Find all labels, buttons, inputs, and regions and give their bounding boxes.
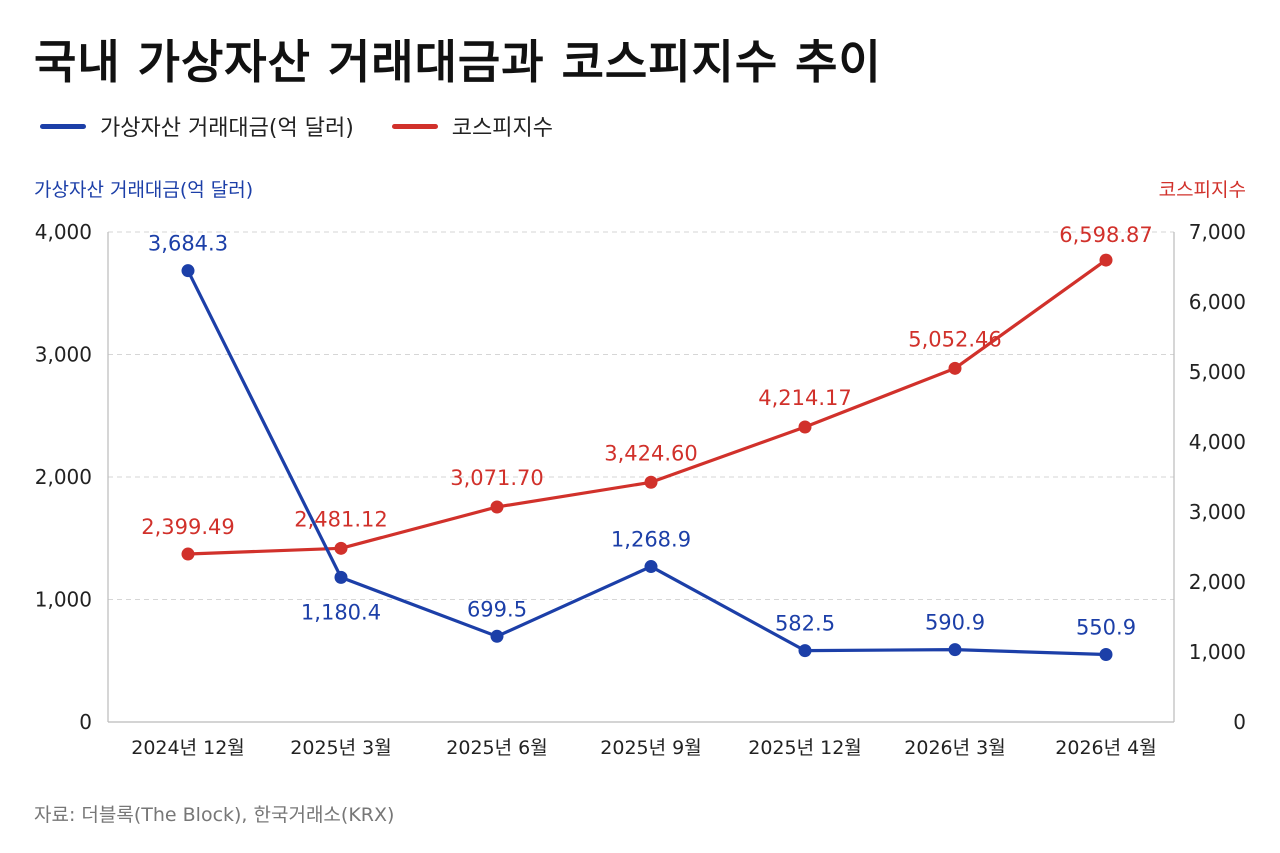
data-label-crypto: 1,268.9 — [611, 528, 691, 552]
data-label-crypto: 590.9 — [925, 611, 985, 635]
data-point-crypto — [644, 560, 658, 574]
data-point-kospi — [181, 547, 195, 561]
y-right-tick-label: 3,000 — [1189, 500, 1246, 524]
x-tick-label: 2026년 4월 — [1055, 737, 1156, 759]
x-tick-label: 2025년 12월 — [748, 737, 862, 759]
data-point-kospi — [1099, 253, 1113, 267]
data-point-crypto — [1099, 648, 1113, 662]
y-right-tick-label: 6,000 — [1189, 290, 1246, 314]
x-tick-label: 2024년 12월 — [131, 737, 245, 759]
data-label-crypto: 550.9 — [1076, 616, 1136, 640]
data-point-kospi — [490, 500, 504, 514]
y-right-axis-title: 코스피지수 — [1159, 179, 1246, 201]
data-point-crypto — [181, 264, 195, 278]
y-left-axis-title: 가상자산 거래대금(억 달러) — [34, 179, 253, 201]
data-label-crypto: 699.5 — [467, 597, 527, 621]
x-tick-label: 2025년 9월 — [600, 737, 701, 759]
data-label-crypto: 1,180.4 — [301, 600, 381, 624]
data-label-kospi: 6,598.87 — [1059, 223, 1153, 247]
y-right-tick-label: 4,000 — [1189, 430, 1246, 454]
data-label-kospi: 5,052.46 — [908, 327, 1002, 351]
y-left-tick-label: 4,000 — [35, 220, 92, 244]
y-right-tick-label: 1,000 — [1189, 640, 1246, 664]
axes: 0 1,000 2,000 3,000 4,000 0 1,000 2,000 3,000 4,0… — [35, 220, 1246, 759]
legend-swatch-red — [391, 123, 438, 129]
data-point-crypto — [334, 570, 348, 584]
legend: 가상자산 거래대금(억 달러) 코스피지수 — [40, 110, 553, 142]
data-point-kospi — [334, 541, 348, 555]
data-point-crypto — [798, 644, 812, 658]
data-label-crypto: 582.5 — [775, 612, 835, 636]
y-right-tick-label: 0 — [1233, 710, 1246, 734]
y-right-tick-label: 2,000 — [1189, 570, 1246, 594]
legend-item-crypto: 가상자산 거래대금(억 달러) — [40, 110, 354, 142]
y-left-tick-label: 2,000 — [35, 465, 92, 489]
source-note: 자료: 더블록(The Block), 한국거래소(KRX) — [34, 804, 395, 826]
y-right-tick-label: 7,000 — [1189, 220, 1246, 244]
legend-item-kospi: 코스피지수 — [391, 110, 553, 142]
data-label-kospi: 3,071.70 — [450, 466, 544, 490]
data-point-crypto — [948, 643, 962, 657]
y-left-tick-label: 1,000 — [35, 588, 92, 612]
data-label-kospi: 3,424.60 — [604, 441, 698, 465]
data-point-kospi — [644, 475, 658, 489]
data-labels: 2,399.49 2,481.12 3,071.70 3,424.60 4,214.17… — [141, 223, 1153, 639]
data-label-kospi: 4,214.17 — [758, 386, 852, 410]
data-point-crypto — [490, 629, 504, 643]
legend-label-kospi: 코스피지수 — [451, 116, 553, 141]
y-left-tick-label: 3,000 — [35, 343, 92, 367]
data-label-kospi: 2,481.12 — [294, 507, 388, 531]
y-right-tick-label: 5,000 — [1189, 360, 1246, 384]
x-tick-label: 2025년 3월 — [290, 737, 391, 759]
gridlines — [108, 231, 1174, 600]
data-point-kospi — [798, 420, 812, 434]
x-tick-label: 2025년 6월 — [446, 737, 547, 759]
data-label-crypto: 3,684.3 — [148, 232, 228, 256]
data-point-kospi — [948, 361, 962, 375]
series — [181, 253, 1113, 662]
legend-swatch-blue — [40, 123, 86, 129]
legend-label-crypto: 가상자산 거래대금(억 달러) — [100, 116, 354, 141]
y-left-tick-label: 0 — [79, 710, 92, 734]
x-tick-label: 2026년 3월 — [904, 737, 1005, 759]
data-label-kospi: 2,399.49 — [141, 515, 235, 539]
chart-title: 국내 가상자산 거래대금과 코스피지수 추이 — [34, 35, 882, 89]
